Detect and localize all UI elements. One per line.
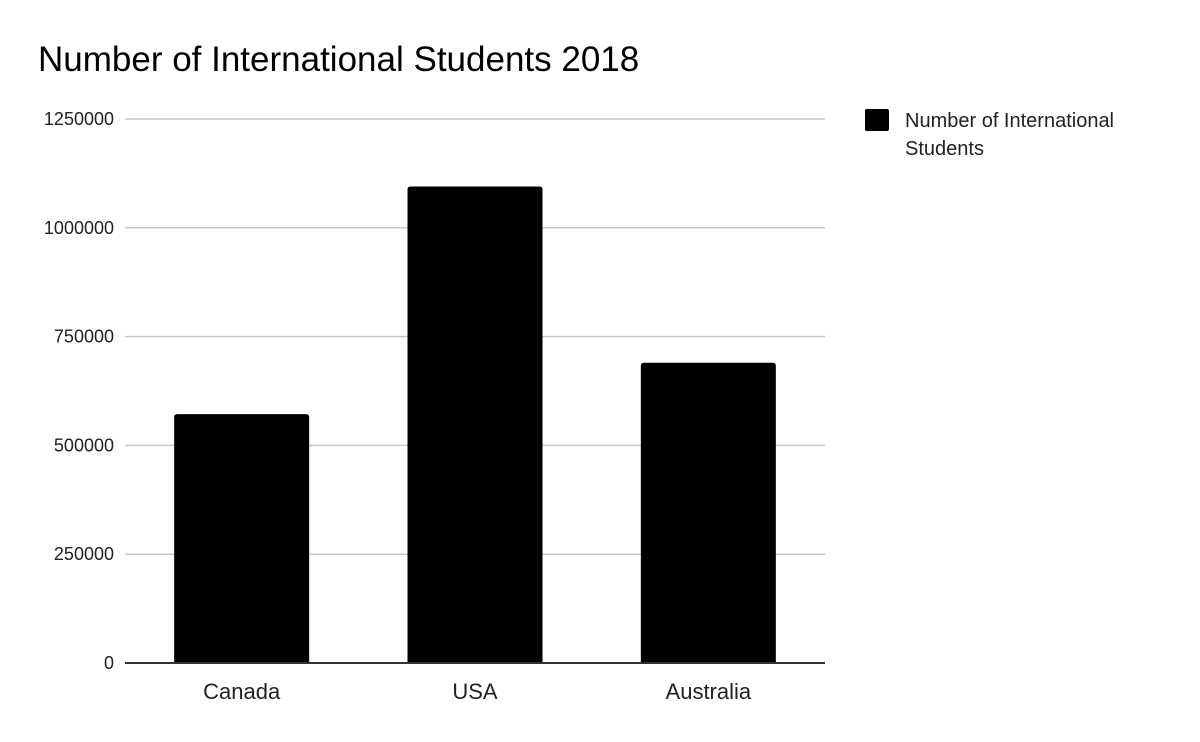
legend: Number of International Students xyxy=(865,109,1114,160)
x-axis-labels: Canada USA Australia xyxy=(203,679,752,704)
legend-swatch xyxy=(865,109,889,131)
y-tick-label-750000: 750000 xyxy=(54,327,114,347)
bar-australia xyxy=(640,362,776,663)
y-tick-label-250000: 250000 xyxy=(54,544,114,564)
y-tick-label-500000: 500000 xyxy=(54,435,114,455)
bar-canada xyxy=(174,414,310,663)
x-tick-label-usa: USA xyxy=(452,679,498,704)
y-tick-label-1250000: 1250000 xyxy=(44,109,114,129)
y-axis-ticks: 0 250000 500000 750000 1000000 1250000 xyxy=(44,109,114,673)
legend-entry-line-1: Number of International xyxy=(905,110,1114,132)
legend-entry-line-2: Students xyxy=(905,138,984,160)
chart-title: Number of International Students 2018 xyxy=(38,40,639,79)
x-tick-label-canada: Canada xyxy=(203,679,281,704)
y-tick-label-1000000: 1000000 xyxy=(44,218,114,238)
bar-usa xyxy=(407,186,543,663)
bars xyxy=(174,186,776,663)
x-tick-label-australia: Australia xyxy=(666,679,752,704)
y-tick-label-0: 0 xyxy=(104,653,114,673)
